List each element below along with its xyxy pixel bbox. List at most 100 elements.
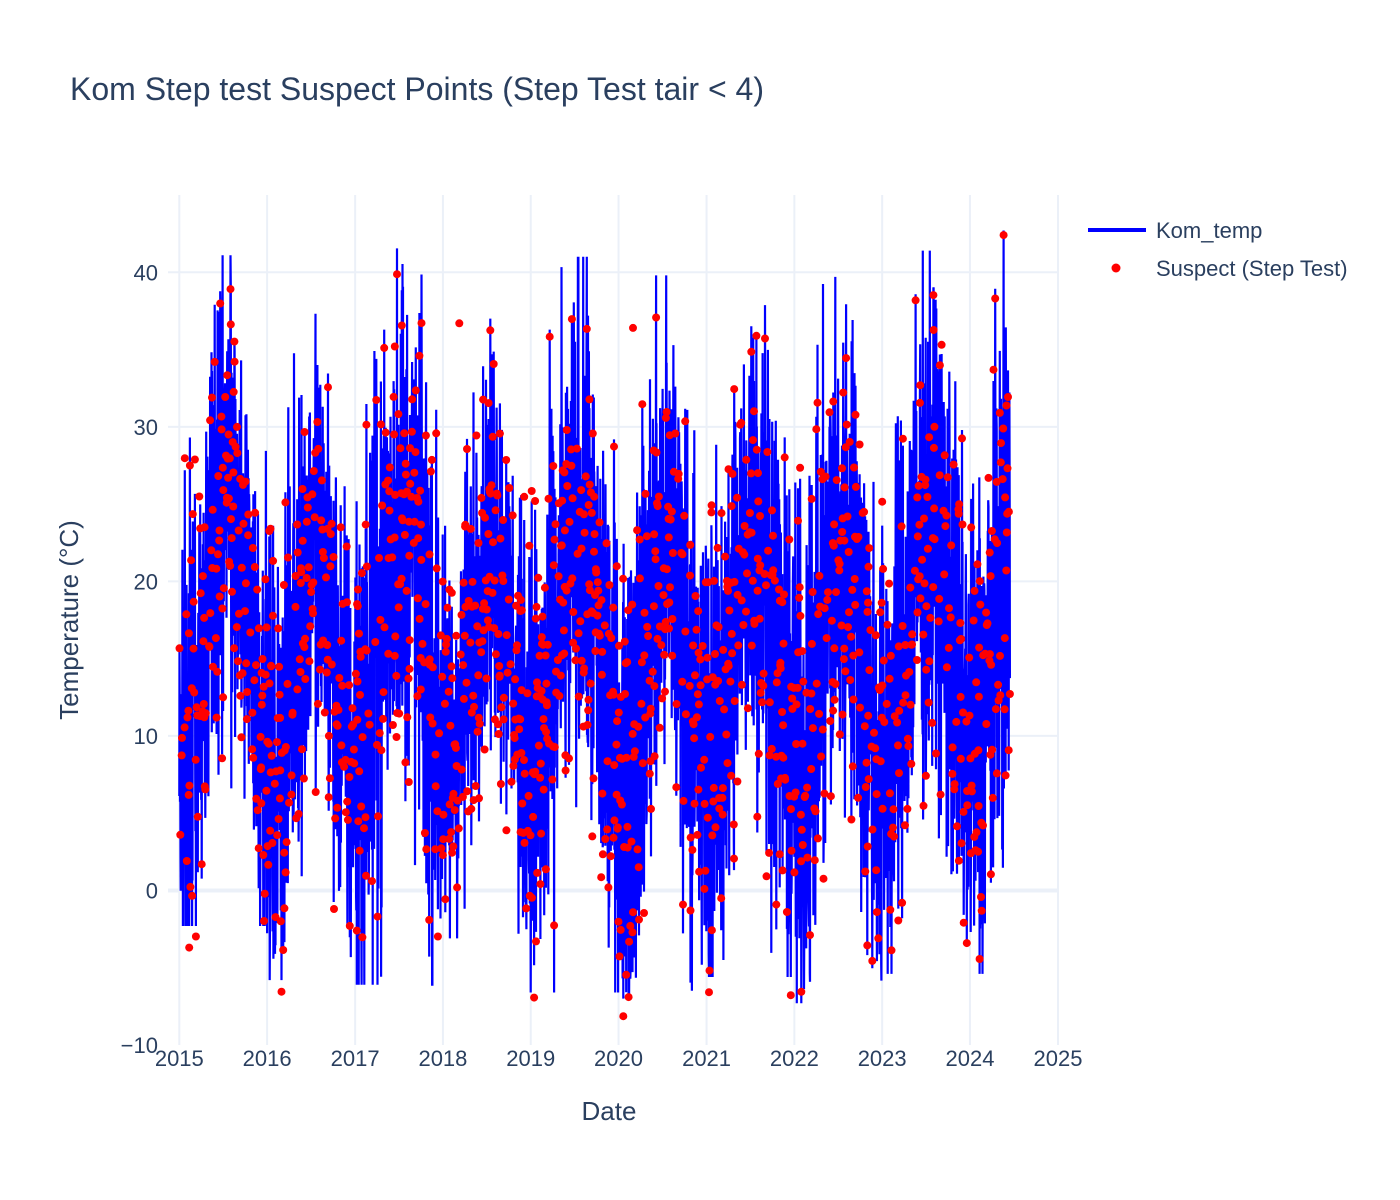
suspect-point: [563, 482, 572, 490]
suspect-point: [480, 745, 489, 754]
suspect-point: [215, 526, 224, 535]
suspect-point: [291, 602, 300, 611]
suspect-point: [972, 828, 981, 837]
suspect-point: [919, 630, 928, 639]
suspect-point: [322, 668, 331, 677]
suspect-point: [842, 420, 851, 429]
legend-item-kom-temp[interactable]: Kom_temp: [1088, 218, 1262, 243]
suspect-point: [495, 671, 504, 680]
suspect-point: [322, 573, 330, 582]
suspect-point: [456, 650, 465, 659]
x-tick-label: 2019: [506, 1046, 555, 1071]
suspect-point: [227, 534, 236, 543]
suspect-point: [311, 788, 320, 796]
suspect-point: [314, 444, 323, 453]
legend-item-suspect[interactable]: Suspect (Step Test): [1111, 256, 1348, 281]
suspect-point: [229, 387, 238, 396]
suspect-point: [877, 598, 886, 607]
suspect-point: [878, 681, 887, 690]
suspect-point: [416, 685, 425, 694]
suspect-point: [700, 884, 709, 893]
suspect-point: [829, 397, 838, 406]
suspect-point: [895, 769, 903, 778]
suspect-point: [309, 467, 318, 475]
suspect-point: [451, 743, 460, 752]
suspect-point: [627, 837, 636, 846]
suspect-point: [477, 493, 486, 502]
suspect-point: [934, 617, 943, 626]
suspect-point: [309, 578, 318, 587]
suspect-point: [441, 895, 450, 904]
suspect-point: [583, 720, 592, 729]
suspect-point: [666, 515, 675, 524]
suspect-point: [534, 573, 543, 582]
suspect-point: [808, 588, 817, 596]
suspect-point: [974, 692, 983, 701]
suspect-point: [906, 700, 915, 709]
suspect-point: [257, 799, 266, 808]
suspect-point: [467, 804, 476, 813]
suspect-point: [187, 556, 196, 565]
suspect-point: [838, 464, 846, 473]
suspect-point: [218, 463, 227, 472]
suspect-point: [585, 586, 594, 595]
suspect-point: [319, 554, 328, 562]
suspect-point: [700, 799, 709, 808]
suspect-point: [707, 508, 716, 517]
suspect-point: [855, 648, 864, 657]
suspect-point: [559, 598, 568, 607]
suspect-point: [628, 600, 637, 609]
suspect-point: [373, 740, 381, 749]
suspect-point: [489, 360, 498, 368]
suspect-point: [690, 734, 699, 743]
suspect-point: [497, 703, 506, 712]
x-tick-label: 2023: [858, 1046, 907, 1071]
suspect-point: [325, 774, 334, 783]
suspect-point: [767, 744, 776, 753]
suspect-point: [813, 398, 822, 407]
suspect-point: [946, 613, 955, 622]
suspect-point: [524, 791, 533, 800]
suspect-point: [269, 556, 278, 565]
suspect-point: [406, 479, 415, 488]
suspect-point: [921, 771, 930, 780]
suspect-point: [356, 652, 365, 661]
suspect-point: [686, 833, 695, 842]
suspect-point: [262, 786, 271, 795]
suspect-point: [542, 701, 551, 710]
suspect-point: [324, 731, 333, 740]
suspect-point: [282, 838, 291, 847]
suspect-point: [595, 518, 604, 527]
suspect-point: [565, 517, 574, 526]
suspect-point: [259, 682, 268, 691]
suspect-point: [982, 608, 991, 617]
suspect-point: [975, 643, 984, 652]
suspect-point: [974, 802, 983, 810]
suspect-point: [569, 638, 578, 647]
suspect-point: [582, 324, 591, 333]
suspect-point: [779, 721, 788, 730]
legend[interactable]: Kom_temp Suspect (Step Test): [1088, 218, 1348, 281]
suspect-point: [720, 705, 729, 714]
suspect-point: [587, 508, 596, 517]
suspect-point: [188, 891, 197, 900]
suspect-point: [180, 723, 189, 732]
y-tick-label: 20: [134, 569, 158, 594]
suspect-point: [376, 420, 385, 429]
suspect-point: [610, 761, 619, 770]
suspect-point: [571, 656, 580, 665]
suspect-point: [260, 889, 269, 898]
suspect-point: [913, 493, 922, 502]
suspect-point: [662, 565, 671, 574]
suspect-point: [200, 523, 209, 532]
suspect-point: [208, 393, 216, 402]
suspect-point: [985, 650, 994, 659]
suspect-point: [806, 931, 814, 940]
suspect-point: [954, 856, 963, 865]
suspect-point: [567, 461, 576, 470]
suspect-point: [665, 598, 674, 607]
suspect-point: [911, 296, 920, 305]
suspect-point: [730, 697, 739, 705]
suspect-point: [598, 789, 607, 798]
suspect-point: [388, 721, 397, 729]
